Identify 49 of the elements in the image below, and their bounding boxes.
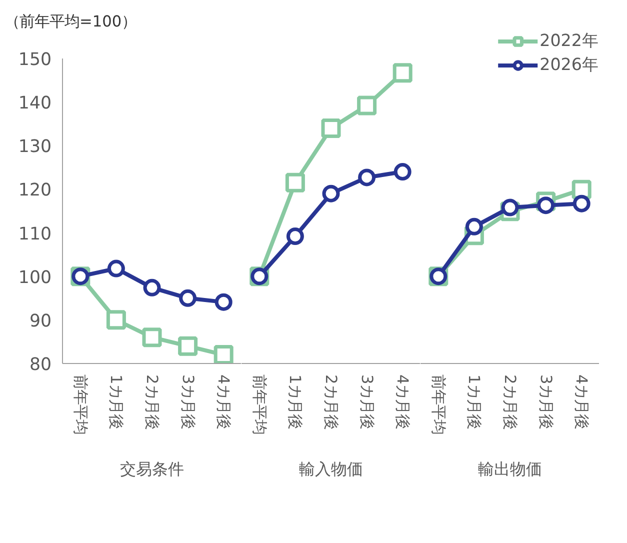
y-tick-label: 130 <box>18 137 52 158</box>
x-tick-label: 2カ月後 <box>322 374 340 430</box>
y-tick-label: 90 <box>29 311 52 332</box>
point <box>392 63 412 83</box>
x-tick-label: 3カ月後 <box>178 374 197 430</box>
y-tick-label: 110 <box>18 224 52 244</box>
point <box>465 218 483 236</box>
y-tick-label: 150 <box>18 50 52 70</box>
x-tick-label: 2カ月後 <box>501 374 519 430</box>
y-tick-label: 140 <box>18 94 52 114</box>
x-tick-label: 1カ月後 <box>286 374 304 430</box>
point <box>286 228 304 246</box>
point <box>572 194 590 212</box>
x-tick-label: 3カ月後 <box>536 374 555 430</box>
point <box>322 184 340 202</box>
point <box>143 278 161 296</box>
point <box>178 336 198 356</box>
x-tick-label: 前年平均 <box>429 374 448 434</box>
legend-label: 2026年 <box>540 54 599 76</box>
x-axis-title: 輸入物価 <box>299 460 363 478</box>
x-tick-label: 2カ月後 <box>143 374 161 430</box>
point <box>537 196 555 214</box>
point <box>142 328 162 348</box>
x-tick-label: 前年平均 <box>250 374 268 434</box>
point <box>107 260 125 278</box>
point <box>501 198 519 216</box>
x-tick-label: 4カ月後 <box>572 374 591 430</box>
y-tick-label: 120 <box>18 180 52 201</box>
point <box>285 172 305 192</box>
x-axis-title: 交易条件 <box>120 460 184 478</box>
x-tick-label: 4カ月後 <box>394 374 412 430</box>
point <box>394 163 412 181</box>
y-axis-title: （前年平均=100） <box>4 12 137 30</box>
legend-label: 2022年 <box>540 30 599 52</box>
point <box>357 96 377 116</box>
point <box>214 293 232 311</box>
point <box>321 118 341 138</box>
x-tick-label: 4カ月後 <box>214 374 233 430</box>
point <box>106 310 126 330</box>
point <box>358 168 376 186</box>
x-axis-title: 輸出物価 <box>478 460 542 478</box>
x-tick-label: 1カ月後 <box>465 374 484 430</box>
x-tick-label: 前年平均 <box>71 374 90 434</box>
point <box>179 289 197 307</box>
point <box>214 345 234 364</box>
y-tick-label: 80 <box>29 355 52 375</box>
y-tick-label: 100 <box>18 268 52 288</box>
x-tick-label: 3カ月後 <box>358 374 376 430</box>
x-tick-label: 1カ月後 <box>107 374 126 430</box>
